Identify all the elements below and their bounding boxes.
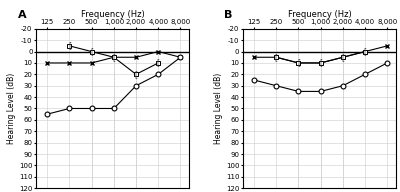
Text: [: [ [297, 58, 300, 67]
Y-axis label: Hearing Level (dB): Hearing Level (dB) [214, 73, 223, 144]
Text: [: [ [364, 47, 366, 56]
Text: [: [ [319, 58, 322, 67]
Text: [: [ [112, 53, 115, 62]
Y-axis label: Hearing Level (dB): Hearing Level (dB) [7, 73, 16, 144]
X-axis label: Frequency (Hz): Frequency (Hz) [288, 10, 351, 19]
Text: [: [ [341, 53, 344, 62]
Text: B: B [224, 10, 233, 20]
Text: [: [ [90, 47, 93, 56]
Text: [: [ [157, 58, 160, 67]
X-axis label: Frequency (Hz): Frequency (Hz) [81, 10, 144, 19]
Text: [: [ [68, 41, 71, 50]
Text: [: [ [134, 70, 138, 79]
Text: [: [ [275, 53, 278, 62]
Text: A: A [18, 10, 26, 20]
